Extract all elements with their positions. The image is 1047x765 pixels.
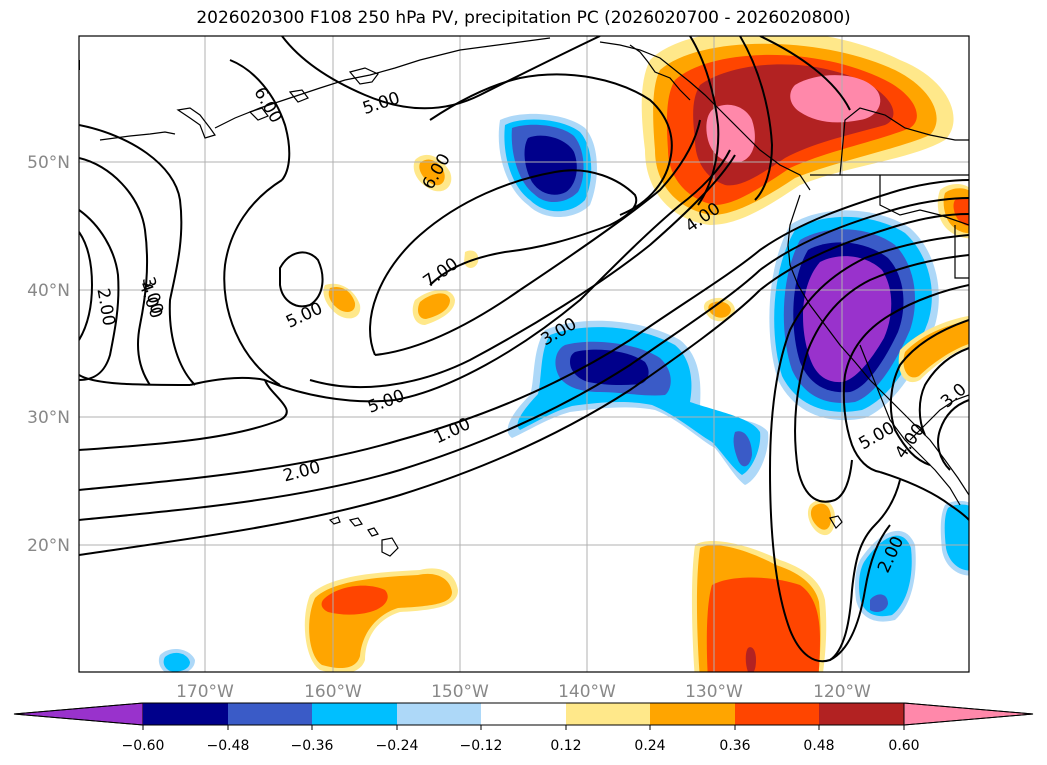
colorbar-segment (819, 703, 904, 725)
colorbar-segment (397, 703, 481, 725)
precip-small (810, 503, 831, 530)
lat-label: 30°N (27, 408, 70, 428)
colorbar-segment (143, 703, 228, 725)
precip-negative-southeast (859, 535, 912, 617)
lon-label: 120°W (813, 682, 871, 702)
colorbar: −0.60 −0.48 −0.36 −0.24 −0.12 0.12 0.24 … (13, 702, 1034, 754)
precip-negative-north (524, 135, 577, 195)
gridlines (79, 36, 969, 672)
latitude-labels: 50°N 40°N 30°N 20°N (27, 153, 70, 556)
colorbar-segment (228, 703, 312, 725)
precip-positive-bc (790, 75, 881, 123)
colorbar-segment (735, 703, 819, 725)
colorbar-tick-label: 0.36 (719, 738, 750, 754)
precip-small (419, 159, 445, 186)
colorbar-tick-label: 0.24 (634, 738, 665, 754)
precip-small (464, 250, 479, 268)
map-title: 2026020300 F108 250 hPa PV, precipitatio… (196, 8, 851, 28)
colorbar-tick-label: −0.48 (207, 738, 250, 754)
lon-label: 140°W (558, 682, 616, 702)
colorbar-tick-label: 0.60 (888, 738, 919, 754)
precip-negative-southeast (944, 504, 969, 571)
precip-positive-east (953, 198, 969, 227)
colorbar-tick-label: −0.12 (460, 738, 503, 754)
precip-negative-california (803, 256, 892, 383)
precip-negative-central (733, 431, 752, 467)
pv-contours (79, 36, 969, 663)
lon-label: 170°W (176, 682, 234, 702)
colorbar-ticks (142, 725, 905, 730)
colorbar-extend-right (903, 702, 1034, 726)
colorbar-tick-label: −0.24 (376, 738, 419, 754)
precip-positive-east (903, 320, 969, 378)
precip-positive-southwest (321, 585, 388, 615)
precip-positive-south (706, 577, 820, 672)
map-area: 6.00 5.00 6.00 4.00 7.00 5.00 3.00 5.00 … (79, 36, 969, 672)
lon-label: 130°W (685, 682, 743, 702)
precip-negative-central (570, 349, 649, 386)
lat-label: 50°N (27, 153, 70, 173)
colorbar-segment (566, 703, 650, 725)
colorbar-tick-label: 0.12 (550, 738, 581, 754)
longitude-labels: 170°W 160°W 150°W 140°W 130°W 120°W (176, 682, 871, 702)
precip-negative-southeast (870, 594, 888, 612)
colorbar-tick-label: 0.48 (803, 738, 834, 754)
lat-label: 20°N (27, 536, 70, 556)
precip-negative-southeast (163, 652, 190, 672)
lon-label: 150°W (431, 682, 489, 702)
lat-label: 40°N (27, 281, 70, 301)
colorbar-tick-label: −0.36 (291, 738, 334, 754)
coastlines (99, 37, 969, 557)
precip-small (418, 293, 450, 319)
lon-label: 160°W (304, 682, 362, 702)
colorbar-segment (650, 703, 735, 725)
colorbar-segment (312, 703, 397, 725)
colorbar-segment (481, 703, 566, 725)
precip-positive-south (745, 647, 756, 672)
map-frame (78, 35, 970, 673)
colorbar-tick-label: −0.60 (122, 738, 165, 754)
colorbar-extend-left (13, 702, 144, 726)
precip-small (328, 286, 356, 312)
